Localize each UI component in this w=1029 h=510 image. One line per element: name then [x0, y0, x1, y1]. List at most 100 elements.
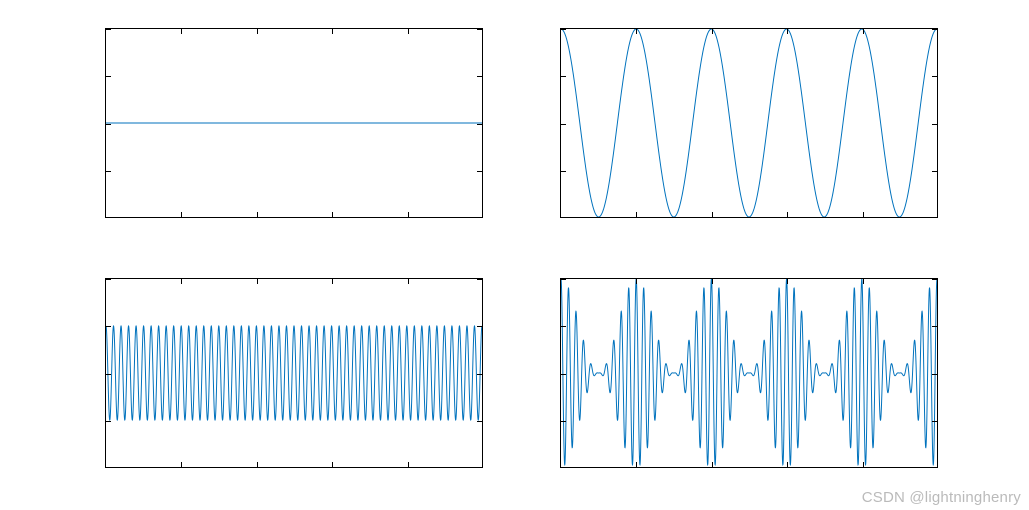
ytick-mark [477, 326, 482, 327]
xtick-mark [408, 29, 409, 34]
ytick-mark [561, 326, 566, 327]
xtick-mark [257, 279, 258, 284]
ytick-mark [106, 326, 111, 327]
ytick-mark [561, 171, 566, 172]
ytick-label: 1.5 [105, 69, 106, 84]
ytick-mark [932, 171, 937, 172]
ytick-label: 2 [560, 278, 561, 287]
axes-box: -2 -1 0 1 2 2000 4000 6000 8000 10000 [105, 278, 483, 468]
ytick-label: 2 [560, 28, 561, 37]
ytick-label: 0 [105, 212, 106, 219]
ytick-label: 0.5 [560, 164, 561, 179]
ytick-mark [477, 421, 482, 422]
series-line [561, 29, 937, 217]
ytick-label: 1 [560, 319, 561, 334]
xtick-label: 6000 [318, 467, 347, 468]
ytick-label: -2 [560, 462, 561, 469]
line-plot [561, 279, 937, 467]
xtick-label: 4000 [243, 467, 272, 468]
axes-box: -2-1012200040006000800010000 [560, 278, 938, 468]
ytick-mark [106, 29, 111, 30]
ytick-mark [561, 29, 566, 30]
ytick-mark [561, 279, 566, 280]
xtick-mark [636, 29, 637, 34]
ytick-label: 1 [105, 117, 106, 132]
xtick-label: 10000 [466, 467, 483, 468]
ytick-mark [932, 29, 937, 30]
ytick-label: -2 [105, 462, 106, 469]
ytick-mark [932, 279, 937, 280]
ytick-mark [477, 124, 482, 125]
ytick-mark [477, 279, 482, 280]
xtick-label: 10000 [921, 217, 938, 218]
xtick-mark [257, 29, 258, 34]
xtick-mark [181, 279, 182, 284]
xtick-label: 8000 [849, 467, 878, 468]
ytick-mark [932, 374, 937, 375]
ytick-mark [106, 374, 111, 375]
ytick-mark [106, 124, 111, 125]
xtick-label: 8000 [394, 467, 423, 468]
xtick-label: 4000 [698, 467, 727, 468]
xtick-mark [863, 279, 864, 284]
axes-box: 00.511.52200040006000800010000 [105, 28, 483, 218]
xtick-label: 6000 [773, 217, 802, 218]
ytick-label: 1 [105, 319, 106, 334]
ytick-mark [477, 76, 482, 77]
xtick-label: 2000 [167, 467, 196, 468]
ytick-label: 0 [560, 367, 561, 382]
ytick-mark [932, 124, 937, 125]
subplot-bottom-right: -2-1012200040006000800010000 [560, 278, 938, 468]
xtick-mark [787, 279, 788, 284]
ytick-label: -1 [560, 414, 561, 429]
line-plot [561, 29, 937, 217]
subplot-bottom-left: -2 -1 0 1 2 2000 4000 6000 8000 10000 [105, 278, 483, 468]
watermark-text: CSDN @lightninghenry [862, 489, 1021, 506]
xtick-mark [863, 29, 864, 34]
xtick-label: 2000 [622, 217, 651, 218]
ytick-mark [106, 76, 111, 77]
xtick-mark [636, 279, 637, 284]
figure: 0 0.5 1 1.5 2 2000 4000 6000 8000 10000 0 0.5 1 1.5 2… [0, 0, 1029, 510]
xtick-label: 8000 [394, 217, 423, 218]
ytick-mark [477, 29, 482, 30]
xtick-mark [332, 29, 333, 34]
ytick-mark [106, 279, 111, 280]
ytick-mark [106, 171, 111, 172]
ytick-label: 0 [105, 367, 106, 382]
subplot-top-left: 00.511.52200040006000800010000 [105, 28, 483, 218]
line-plot [106, 29, 482, 217]
ytick-mark [477, 171, 482, 172]
xtick-mark [332, 279, 333, 284]
ytick-mark [561, 124, 566, 125]
axes-box: 0 0.5 1 1.5 2 2000 4000 6000 8000 10000 [560, 28, 938, 218]
ytick-label: 1 [560, 117, 561, 132]
xtick-mark [181, 29, 182, 34]
ytick-mark [932, 326, 937, 327]
ytick-label: 2 [105, 278, 106, 287]
xtick-label: 6000 [773, 467, 802, 468]
ytick-mark [932, 76, 937, 77]
ytick-label: 0.5 [105, 164, 106, 179]
ytick-mark [477, 374, 482, 375]
ytick-label: -1 [105, 414, 106, 429]
ytick-label: 0 [560, 212, 561, 219]
ytick-mark [561, 76, 566, 77]
xtick-label: 10000 [921, 467, 938, 468]
ytick-mark [932, 421, 937, 422]
xtick-mark [712, 29, 713, 34]
xtick-label: 4000 [243, 217, 272, 218]
xtick-label: 2000 [167, 217, 196, 218]
xtick-mark [787, 29, 788, 34]
subplot-top-right: 0 0.5 1 1.5 2 2000 4000 6000 8000 10000 [560, 28, 938, 218]
ytick-label: 1.5 [560, 69, 561, 84]
xtick-label: 8000 [849, 217, 878, 218]
ytick-mark [561, 421, 566, 422]
xtick-label: 4000 [698, 217, 727, 218]
series-line [106, 326, 482, 420]
xtick-label: 10000 [466, 217, 483, 218]
line-plot [106, 279, 482, 467]
xtick-label: 6000 [318, 217, 347, 218]
series-line [561, 279, 937, 465]
xtick-mark [712, 279, 713, 284]
